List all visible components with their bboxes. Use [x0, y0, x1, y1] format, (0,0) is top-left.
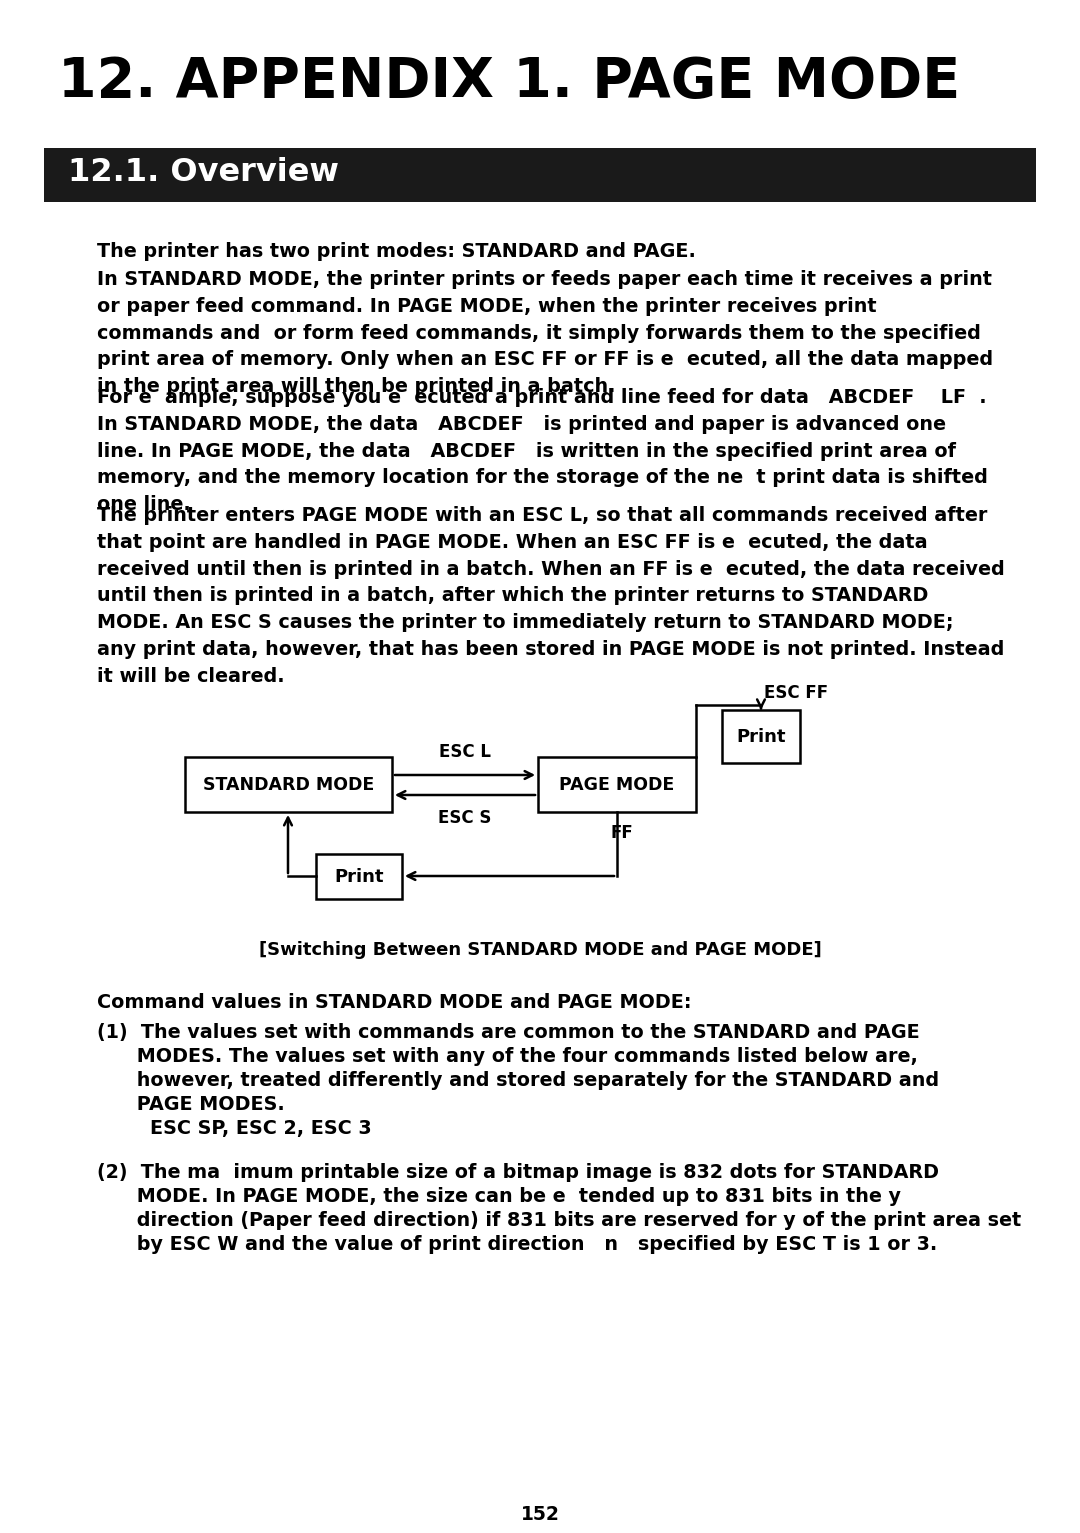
Text: PAGE MODE: PAGE MODE	[559, 776, 675, 794]
Bar	[185, 757, 392, 812]
Text: For e  ample, suppose you e  ecuted a print and line feed for data   ABCDEF    L: For e ample, suppose you e ecuted a prin…	[97, 388, 988, 514]
Text: ESC SP, ESC 2, ESC 3: ESC SP, ESC 2, ESC 3	[97, 1119, 372, 1137]
Text: ESC L: ESC L	[438, 744, 491, 760]
Text: (1)  The values set with commands are common to the STANDARD and PAGE: (1) The values set with commands are com…	[97, 1023, 920, 1042]
Text: by ESC W and the value of print direction   n   specified by ESC T is 1 or 3.: by ESC W and the value of print directio…	[97, 1236, 937, 1254]
Text: Print: Print	[737, 728, 786, 745]
Text: direction (Paper feed direction) if 831 bits are reserved for y of the print are: direction (Paper feed direction) if 831 …	[97, 1211, 1022, 1229]
Text: Print: Print	[334, 868, 383, 886]
Text: STANDARD MODE: STANDARD MODE	[203, 776, 374, 794]
Bar	[44, 149, 1036, 202]
Bar	[723, 710, 800, 763]
Text: 12. APPENDIX 1. PAGE MODE: 12. APPENDIX 1. PAGE MODE	[58, 55, 960, 109]
Text: [Switching Between STANDARD MODE and PAGE MODE]: [Switching Between STANDARD MODE and PAG…	[258, 941, 822, 960]
Text: 152: 152	[521, 1505, 559, 1524]
Text: FF: FF	[610, 825, 633, 842]
Bar	[538, 757, 696, 812]
Text: MODE. In PAGE MODE, the size can be e  tended up to 831 bits in the y: MODE. In PAGE MODE, the size can be e te…	[97, 1187, 901, 1206]
Text: The printer enters PAGE MODE with an ESC L, so that all commands received after
: The printer enters PAGE MODE with an ESC…	[97, 506, 1004, 685]
Text: however, treated differently and stored separately for the STANDARD and: however, treated differently and stored …	[97, 1072, 940, 1090]
Text: MODES. The values set with any of the four commands listed below are,: MODES. The values set with any of the fo…	[97, 1047, 918, 1065]
Text: Command values in STANDARD MODE and PAGE MODE:: Command values in STANDARD MODE and PAGE…	[97, 993, 691, 1012]
Text: ESC S: ESC S	[438, 809, 491, 826]
Text: In STANDARD MODE, the printer prints or feeds paper each time it receives a prin: In STANDARD MODE, the printer prints or …	[97, 270, 994, 396]
Text: The printer has two print modes: STANDARD and PAGE.: The printer has two print modes: STANDAR…	[97, 242, 696, 261]
Text: (2)  The ma  imum printable size of a bitmap image is 832 dots for STANDARD: (2) The ma imum printable size of a bitm…	[97, 1164, 939, 1182]
Bar	[316, 854, 402, 898]
Text: ESC FF: ESC FF	[764, 684, 828, 702]
Text: 12.1. Overview: 12.1. Overview	[68, 156, 339, 189]
Text: PAGE MODES.: PAGE MODES.	[97, 1095, 285, 1114]
